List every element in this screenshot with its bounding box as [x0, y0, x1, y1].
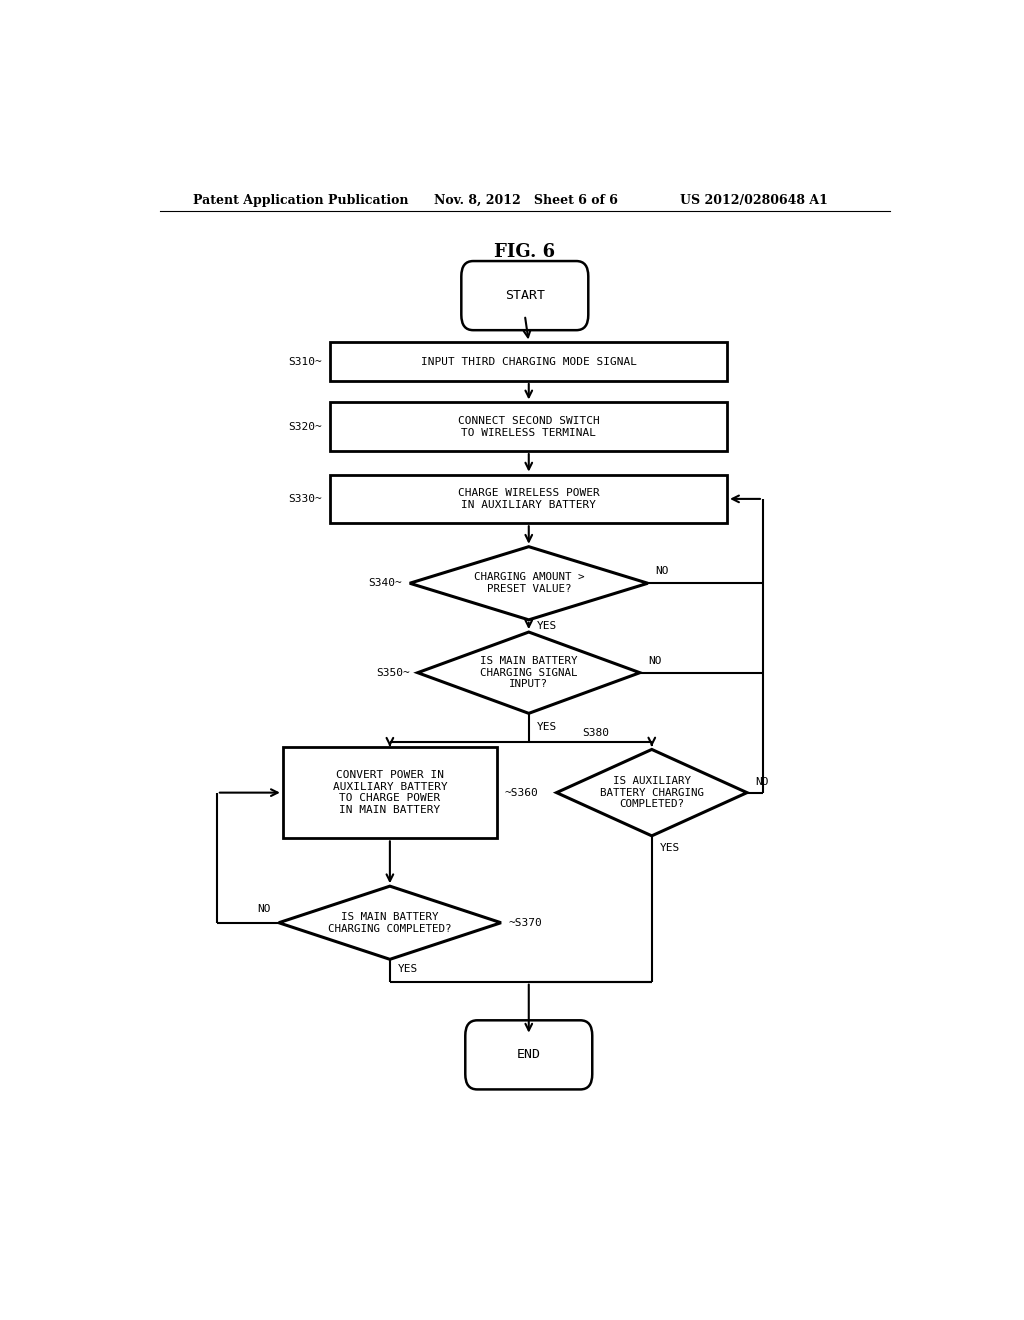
Text: S310~: S310~ [289, 356, 323, 367]
Text: CHARGING AMOUNT >
PRESET VALUE?: CHARGING AMOUNT > PRESET VALUE? [473, 573, 584, 594]
Polygon shape [418, 632, 640, 713]
Text: NO: NO [648, 656, 662, 665]
Text: CHARGE WIRELESS POWER
IN AUXILIARY BATTERY: CHARGE WIRELESS POWER IN AUXILIARY BATTE… [458, 488, 600, 510]
FancyBboxPatch shape [465, 1020, 592, 1089]
Text: END: END [517, 1048, 541, 1061]
Text: YES: YES [397, 965, 418, 974]
Text: ~S370: ~S370 [509, 917, 543, 928]
Text: Patent Application Publication: Patent Application Publication [194, 194, 409, 206]
Polygon shape [279, 886, 501, 960]
Text: IS AUXILIARY
BATTERY CHARGING
COMPLETED?: IS AUXILIARY BATTERY CHARGING COMPLETED? [600, 776, 703, 809]
Text: INPUT THIRD CHARGING MODE SIGNAL: INPUT THIRD CHARGING MODE SIGNAL [421, 356, 637, 367]
Text: S320~: S320~ [289, 421, 323, 432]
Text: S350~: S350~ [376, 668, 410, 677]
Text: NO: NO [655, 566, 670, 576]
Text: NO: NO [755, 777, 768, 788]
Text: START: START [505, 289, 545, 302]
Bar [283, 747, 497, 838]
Bar [331, 474, 727, 523]
Text: CONVERT POWER IN
AUXILIARY BATTERY
TO CHARGE POWER
IN MAIN BATTERY: CONVERT POWER IN AUXILIARY BATTERY TO CH… [333, 771, 447, 814]
Text: NO: NO [257, 903, 270, 913]
Polygon shape [410, 546, 648, 620]
Text: YES: YES [659, 843, 680, 853]
Text: Nov. 8, 2012   Sheet 6 of 6: Nov. 8, 2012 Sheet 6 of 6 [433, 194, 617, 206]
Text: IS MAIN BATTERY
CHARGING SIGNAL
INPUT?: IS MAIN BATTERY CHARGING SIGNAL INPUT? [480, 656, 578, 689]
Text: S330~: S330~ [289, 494, 323, 504]
Polygon shape [557, 750, 748, 836]
Text: IS MAIN BATTERY
CHARGING COMPLETED?: IS MAIN BATTERY CHARGING COMPLETED? [328, 912, 452, 933]
Text: ~S360: ~S360 [505, 788, 539, 797]
FancyBboxPatch shape [461, 261, 588, 330]
Text: US 2012/0280648 A1: US 2012/0280648 A1 [680, 194, 827, 206]
Text: FIG. 6: FIG. 6 [495, 243, 555, 261]
Text: S380: S380 [583, 729, 609, 738]
Text: YES: YES [537, 722, 557, 731]
Text: S340~: S340~ [368, 578, 401, 589]
Bar [331, 342, 727, 381]
Text: YES: YES [537, 620, 557, 631]
Text: CONNECT SECOND SWITCH
TO WIRELESS TERMINAL: CONNECT SECOND SWITCH TO WIRELESS TERMIN… [458, 416, 600, 437]
Bar [331, 403, 727, 451]
